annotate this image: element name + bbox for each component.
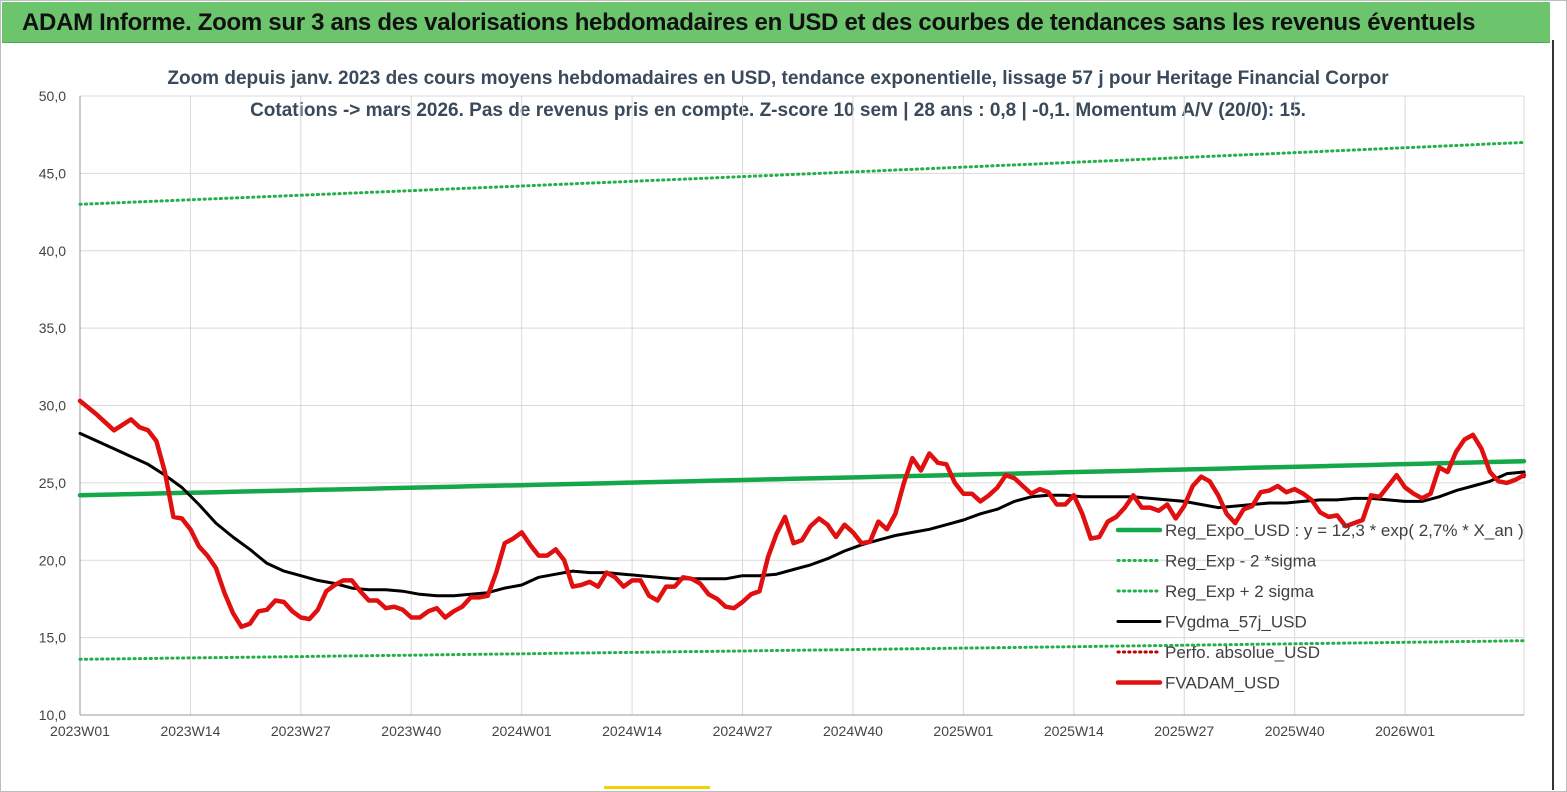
series-line-0 xyxy=(77,458,1527,498)
bottom-tab-marker xyxy=(604,786,710,789)
x-tick-label: 2023W01 xyxy=(50,723,110,739)
chart-title-line1: Zoom depuis janv. 2023 des cours moyens … xyxy=(167,68,1389,89)
x-tick-label: 2024W27 xyxy=(713,723,773,739)
x-tick-label: 2025W27 xyxy=(1154,723,1214,739)
y-tick-label: 25,0 xyxy=(39,475,66,491)
x-tick-label: 2024W40 xyxy=(823,723,883,739)
series-group xyxy=(77,140,1527,661)
x-tick-label: 2023W40 xyxy=(381,723,441,739)
x-tick-label: 2025W01 xyxy=(933,723,993,739)
right-border-bar xyxy=(1552,40,1554,790)
y-axis-ticks: 10,0 15,0 20,0 25,0 30,0 35,0 40,0 45,0 50,0 xyxy=(39,88,66,723)
y-tick-label: 40,0 xyxy=(39,243,66,259)
x-tick-label: 2025W14 xyxy=(1044,723,1104,739)
y-tick-label: 20,0 xyxy=(39,552,66,568)
series-line-2 xyxy=(78,140,1526,206)
y-tick-label: 50,0 xyxy=(39,88,66,104)
y-tick-label: 15,0 xyxy=(39,630,66,646)
legend-label: FVADAM_USD xyxy=(1165,674,1280,693)
y-tick-label: 30,0 xyxy=(39,398,66,414)
x-tick-label: 2025W40 xyxy=(1265,723,1325,739)
legend-label: Perfo. absolue_USD xyxy=(1165,643,1320,662)
series-line-1 xyxy=(78,639,1526,661)
x-axis-ticks: 2023W01 2023W14 2023W27 2023W40 2024W01 2024W… xyxy=(50,723,1435,739)
x-tick-label: 2024W14 xyxy=(602,723,662,739)
header-banner: ADAM Informe. Zoom sur 3 ans des valoris… xyxy=(2,2,1550,43)
series-line-3 xyxy=(78,431,1526,598)
banner-title: ADAM Informe. Zoom sur 3 ans des valoris… xyxy=(22,9,1476,36)
y-tick-label: 10,0 xyxy=(39,707,66,723)
x-tick-label: 2023W14 xyxy=(160,723,220,739)
legend-label: FVgdma_57j_USD xyxy=(1165,613,1307,632)
x-tick-label: 2026W01 xyxy=(1375,723,1435,739)
legend-label: Reg_Expo_USD : y = 12,3 * exp( 2,7% * X_… xyxy=(1165,521,1524,540)
gridlines xyxy=(79,95,1525,716)
x-tick-label: 2024W01 xyxy=(492,723,552,739)
line-chart: Zoom depuis janv. 2023 des cours moyens … xyxy=(39,68,1527,739)
x-tick-label: 2023W27 xyxy=(271,723,331,739)
series-line-5 xyxy=(77,398,1527,630)
y-tick-label: 35,0 xyxy=(39,320,66,336)
legend-label: Reg_Exp + 2 sigma xyxy=(1165,582,1314,601)
y-tick-label: 45,0 xyxy=(39,165,66,181)
legend: Reg_Expo_USD : y = 12,3 * exp( 2,7% * X_… xyxy=(1115,521,1524,693)
chart-title-line2: Cotations -> mars 2026. Pas de revenus p… xyxy=(250,100,1306,121)
legend-label: Reg_Exp - 2 *sigma xyxy=(1165,552,1317,571)
